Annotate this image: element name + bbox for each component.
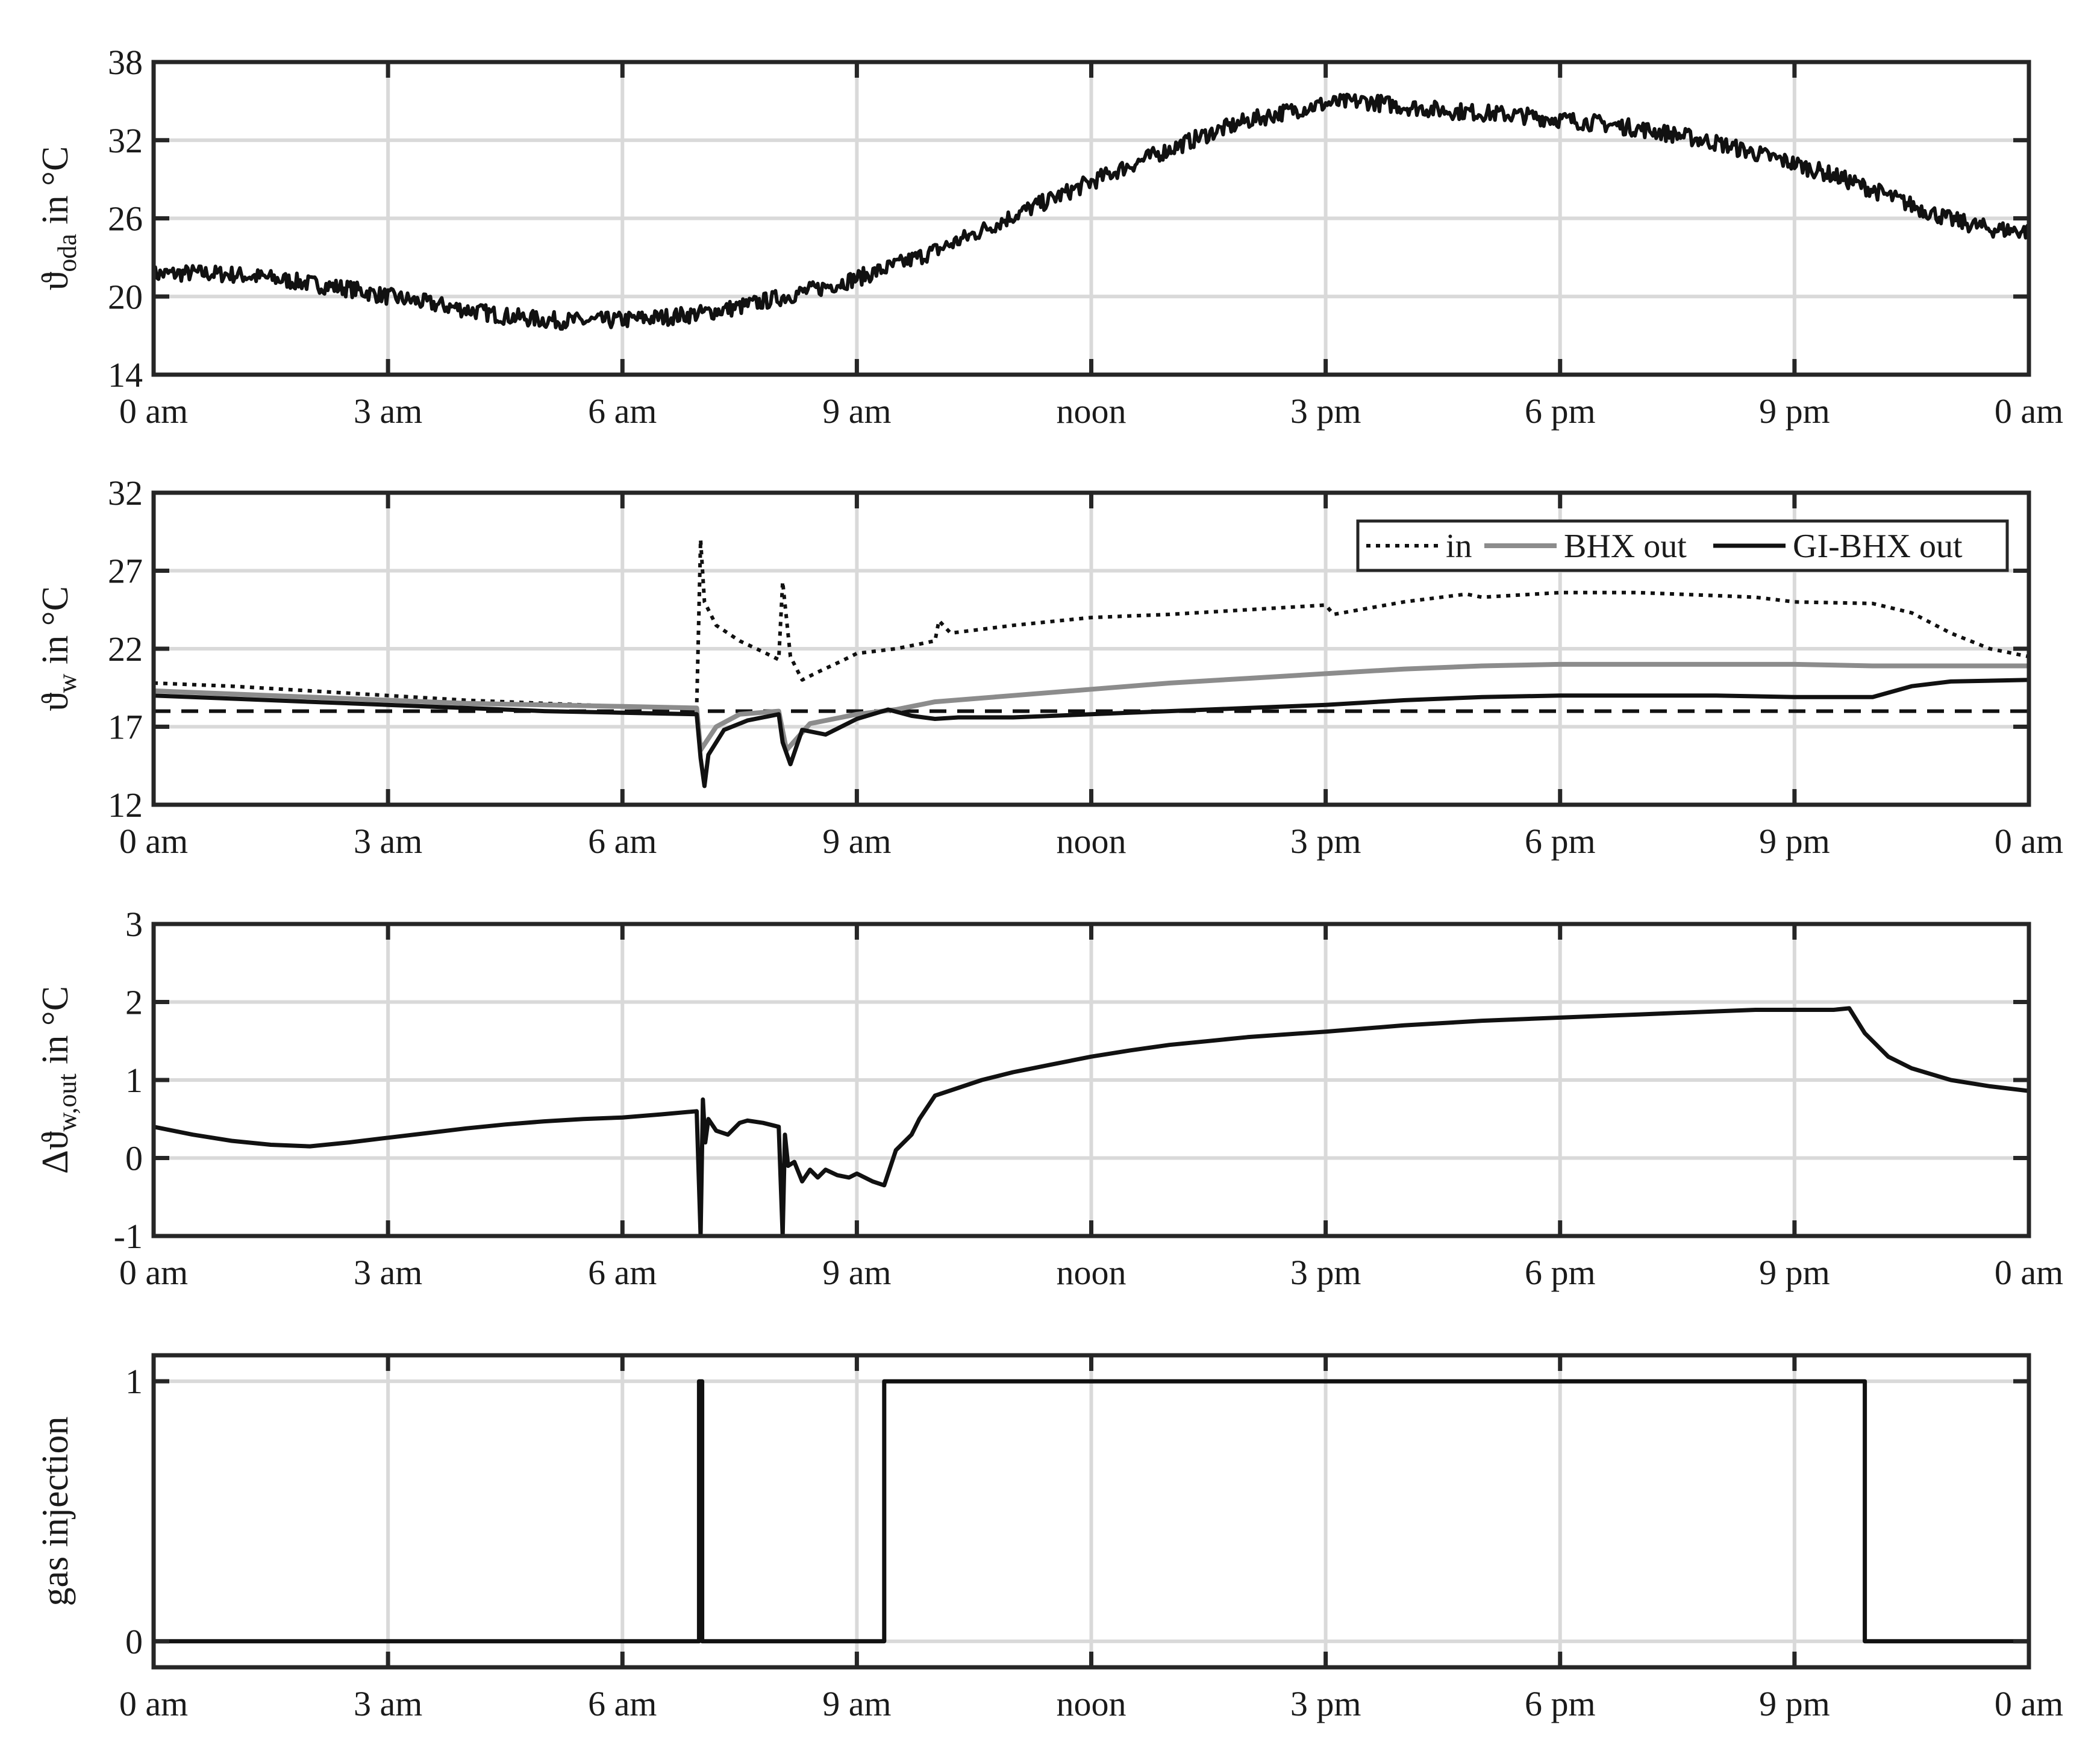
x-tick-label: 9 am (822, 1684, 891, 1723)
y-tick-label: 12 (108, 785, 143, 825)
x-tick-label: 0 am (119, 1253, 188, 1292)
y-axis-label: Δϑw,out in °C (35, 986, 82, 1174)
y-axis-label-subscript: oda (52, 234, 82, 272)
series-group (154, 537, 2029, 788)
y-axis-label-subscript: w (52, 673, 82, 693)
x-tick-label: 6 am (588, 1253, 657, 1292)
x-tick-label: 6 pm (1525, 822, 1596, 861)
x-tick-label: 6 am (588, 822, 657, 861)
chart-panel-2: 0 am 3 am 6 am 9 am noon 3 pm 6 pm 9 pm 0 am1217… (35, 473, 2063, 861)
y-tick-label: 3 (125, 905, 143, 944)
x-tick-label: 3 am (354, 822, 422, 861)
y-tick-label: -1 (114, 1217, 143, 1256)
x-tick-label: 6 pm (1525, 1253, 1596, 1292)
x-tick-label: 6 am (588, 392, 657, 431)
y-tick-label: 38 (108, 43, 143, 82)
x-tick-label: 9 pm (1759, 822, 1830, 861)
x-tick-label: 9 pm (1759, 1684, 1830, 1723)
y-tick-label: 32 (108, 473, 143, 513)
x-tick-label: noon (1057, 1253, 1127, 1292)
x-tick-label: 0 am (1995, 392, 2063, 431)
x-tick-label: 0 am (1995, 1684, 2063, 1723)
series-line-1 (154, 1379, 2029, 1644)
y-axis-label-unit: in °C (35, 146, 76, 234)
x-tick-label: noon (1057, 1684, 1127, 1723)
x-tick-label: 0 am (119, 822, 188, 861)
x-tick-label: 3 am (354, 1253, 422, 1292)
x-tick-label: 3 am (354, 1684, 422, 1723)
y-axis-label-main: Δϑ (35, 1131, 76, 1174)
y-axis-label-main: gas injection (35, 1416, 76, 1606)
y-axis-label: ϑw in °C (35, 586, 82, 711)
y-axis-label-subscript: w,out (52, 1073, 82, 1131)
y-axis-label-main: ϑ (35, 272, 76, 290)
x-tick-label: 9 am (822, 1253, 891, 1292)
x-tick-label: 9 am (822, 392, 891, 431)
x-tick-label: 6 pm (1525, 392, 1596, 431)
x-tick-label: 3 am (354, 392, 422, 431)
legend-label-bhx-out: BHX out (1564, 528, 1687, 565)
y-axis-label-unit: in °C (35, 986, 76, 1073)
legend-label-in: in (1446, 528, 1472, 565)
series-line-1 (154, 1006, 2029, 1236)
series-line-gi-bhx-out (154, 678, 2029, 788)
x-tick-label: 0 am (1995, 822, 2063, 861)
y-tick-label: 0 (125, 1139, 143, 1178)
y-tick-label: 2 (125, 983, 143, 1022)
x-tick-label: 6 pm (1525, 1684, 1596, 1723)
y-tick-label: 14 (108, 355, 143, 395)
x-tick-label: 9 am (822, 822, 891, 861)
y-tick-label: 27 (108, 552, 143, 591)
x-tick-label: 9 pm (1759, 392, 1830, 431)
y-axis-label-unit: in °C (35, 586, 76, 673)
x-tick-label: 0 am (1995, 1253, 2063, 1292)
y-tick-label: 22 (108, 629, 143, 669)
x-tick-label: 0 am (119, 392, 188, 431)
x-tick-label: noon (1057, 822, 1127, 861)
y-tick-label: 20 (108, 277, 143, 316)
series-line-1 (154, 92, 2029, 331)
x-tick-label: 3 pm (1290, 392, 1361, 431)
y-tick-label: 0 (125, 1622, 143, 1661)
y-tick-label: 1 (125, 1061, 143, 1100)
x-tick-label: 6 am (588, 1684, 657, 1723)
x-tick-label: 3 pm (1290, 1684, 1361, 1723)
chart-panel-1: 0 am 3 am 6 am 9 am noon 3 pm 6 pm 9 pm 0 am1420… (35, 43, 2063, 431)
x-tick-label: 0 am (119, 1684, 188, 1723)
y-axis-label-main: ϑ (35, 693, 76, 711)
y-axis-label: gas injection (35, 1416, 76, 1606)
x-tick-label: 3 pm (1290, 822, 1361, 861)
chart-panel-4: 0 am 3 am 6 am 9 am noon 3 pm 6 pm 9 pm 0 am 0 1 ga… (35, 1353, 2063, 1723)
panels: 0 am 3 am 6 am 9 am noon 3 pm 6 pm 9 pm 0 am1420… (35, 43, 2063, 1723)
series-group (154, 1006, 2029, 1236)
series-group (154, 92, 2029, 331)
legend-box (1356, 519, 2009, 572)
y-tick-label: 17 (108, 708, 143, 747)
y-tick-label: 1 (125, 1362, 143, 1401)
legend-label-gi-bhx-out: GI-BHX out (1793, 528, 1963, 565)
series-group (154, 1379, 2029, 1644)
x-tick-label: 9 pm (1759, 1253, 1830, 1292)
x-tick-label: noon (1057, 392, 1127, 431)
chart-panel-3: 0 am 3 am 6 am 9 am noon 3 pm 6 pm 9 pm 0 am-101… (35, 905, 2063, 1292)
x-tick-label: 3 pm (1290, 1253, 1361, 1292)
y-tick-label: 26 (108, 199, 143, 239)
y-tick-label: 32 (108, 121, 143, 160)
y-axis-label: ϑoda in °C (35, 146, 82, 291)
